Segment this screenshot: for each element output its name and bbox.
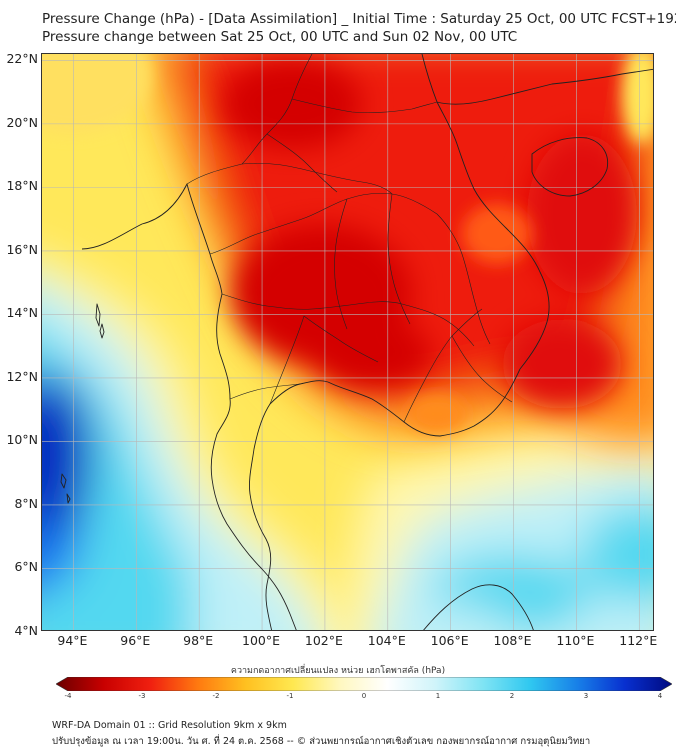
lon-tick-label: 112°E: [619, 633, 658, 648]
lat-tick-label: 14°N: [6, 305, 38, 321]
colorbar-tick-label: -4: [64, 692, 72, 700]
chart-subtitle: Pressure change between Sat 25 Oct, 00 U…: [42, 29, 518, 45]
footer-credits: ปรับปรุงข้อมูล ณ เวลา 19:00น. วัน ศ. ที่…: [52, 736, 591, 747]
lat-tick-label: 12°N: [6, 368, 38, 384]
colorbar: [56, 677, 672, 691]
administrative-boundaries: [186, 54, 513, 423]
lat-tick-label: 18°N: [6, 178, 38, 194]
lon-tick-label: 94°E: [57, 633, 88, 648]
negative-anomaly-layer: [42, 259, 353, 630]
lon-tick-label: 100°E: [242, 633, 281, 648]
chart-title: Pressure Change (hPa) - [Data Assimilati…: [42, 11, 676, 27]
lon-tick-label: 108°E: [493, 633, 532, 648]
lat-tick-label: 6°N: [14, 559, 38, 575]
lat-tick-label: 16°N: [6, 241, 38, 257]
colorbar-body: [56, 677, 672, 691]
lon-tick-label: 102°E: [304, 633, 343, 648]
lat-tick-label: 10°N: [6, 432, 38, 448]
colorbar-label: ความกดอากาศเปลี่ยนแปลง หน่วย เฮกโตพาสคัล…: [230, 666, 446, 676]
core-anomaly-layer: [222, 59, 637, 409]
colorbar-tick-label: 4: [657, 692, 663, 700]
lon-tick-label: 104°E: [367, 633, 406, 648]
lat-tick-label: 8°N: [14, 495, 38, 511]
lat-tick-label: 22°N: [6, 51, 38, 67]
lat-tick-label: 4°N: [14, 623, 38, 638]
lon-tick-label: 110°E: [556, 633, 595, 648]
colorbar-tick-label: -1: [286, 692, 294, 700]
graticule: [42, 54, 653, 630]
lon-tick-label: 98°E: [183, 633, 214, 648]
colorbar-tick-label: -3: [138, 692, 146, 700]
lon-tick-label: 96°E: [120, 633, 151, 648]
coastlines-and-borders: [60, 54, 653, 630]
south-sea-layer: [343, 411, 653, 630]
colorbar-tick-label: 0: [361, 692, 367, 700]
colorbar-tick-label: -2: [212, 692, 220, 700]
pressure-change-map[interactable]: [41, 53, 654, 631]
lat-tick-label: 20°N: [6, 114, 38, 130]
lon-tick-label: 106°E: [430, 633, 469, 648]
colorbar-tick-label: 2: [509, 692, 515, 700]
footer-model-info: WRF-DA Domain 01 :: Grid Resolution 9km …: [52, 720, 287, 731]
colorbar-tick-label: 3: [583, 692, 589, 700]
colorbar-tick-label: 1: [435, 692, 441, 700]
local-detail-layer: [42, 54, 653, 434]
